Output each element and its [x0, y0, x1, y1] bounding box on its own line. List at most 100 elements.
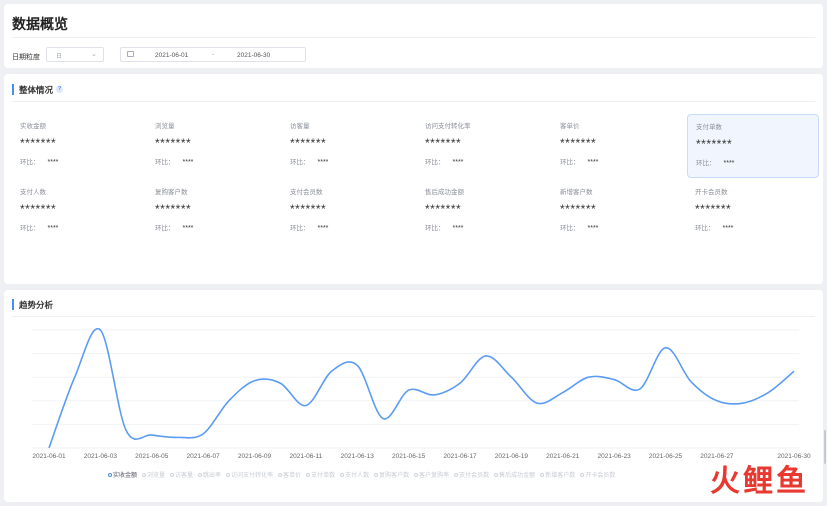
change-value: ****	[723, 160, 735, 167]
legend-item[interactable]: 实收金额	[108, 470, 137, 479]
metric-change: 环比： ****	[290, 222, 406, 232]
metric-change: 环比： ****	[425, 222, 541, 232]
legend-dot-icon	[374, 473, 379, 478]
change-value: ****	[47, 159, 59, 166]
metric-change: 环比： ****	[155, 222, 271, 232]
x-tick-label: 2021-06-09	[238, 453, 272, 460]
date-start[interactable]: 2021-06-01	[155, 52, 189, 59]
legend-item[interactable]: 支付单数	[306, 470, 335, 479]
legend-item[interactable]: 支付会员数	[454, 470, 489, 479]
legend-item[interactable]: 售后成功金额	[494, 470, 535, 479]
metric-tile[interactable]: 客单价 ******* 环比： ****	[552, 114, 684, 178]
metric-value: *******	[696, 137, 733, 151]
metric-tile[interactable]: 访问支付转化率 ******* 环比： ****	[417, 114, 549, 178]
metric-tile[interactable]: 浏览量 ******* 环比： ****	[147, 114, 279, 178]
section-accent-bar	[12, 299, 14, 310]
granularity-value: 日	[56, 54, 63, 60]
legend-dot-icon	[226, 473, 231, 478]
granularity-select[interactable]: 日 ⌄	[46, 47, 104, 62]
legend-label: 客户复购率	[419, 473, 450, 479]
legend-label: 跳出率	[203, 473, 222, 479]
date-separator: -	[212, 51, 215, 58]
legend-item[interactable]: 客单价	[278, 470, 301, 479]
metric-tile[interactable]: 支付单数 ******* 环比： ****	[687, 114, 819, 178]
x-tick-label: 2021-06-30	[777, 453, 811, 460]
legend-item[interactable]: 新增客户数	[540, 470, 575, 479]
metric-change: 环比： ****	[560, 156, 676, 166]
change-value: ****	[452, 159, 464, 166]
metric-value: *******	[20, 136, 57, 150]
legend-dot-icon	[142, 473, 147, 478]
help-icon[interactable]: ?	[56, 86, 63, 93]
legend-item[interactable]: 跳出率	[198, 470, 221, 479]
x-tick-label: 2021-06-27	[700, 453, 734, 460]
legend-dot-icon	[278, 473, 283, 478]
x-tick-label: 2021-06-23	[598, 453, 632, 460]
x-tick-label: 2021-06-07	[187, 453, 221, 460]
metric-value: *******	[560, 202, 597, 216]
legend-label: 新增客户数	[545, 473, 576, 479]
change-value: ****	[452, 225, 464, 232]
metric-tile[interactable]: 实收金额 ******* 环比： ****	[12, 114, 144, 178]
metric-value: *******	[20, 202, 57, 216]
metric-tile[interactable]: 新增客户数 ******* 环比： ****	[552, 180, 684, 244]
x-tick-label: 2021-06-05	[135, 453, 169, 460]
legend-label: 实收金额	[113, 473, 138, 479]
legend-label: 支付人数	[345, 473, 370, 479]
legend-item[interactable]: 支付人数	[340, 470, 369, 479]
change-value: ****	[47, 225, 59, 232]
x-tick-label: 2021-06-21	[546, 453, 580, 460]
date-range-picker[interactable]: 2021-06-01 - 2021-06-30	[120, 47, 306, 62]
metric-value: *******	[560, 136, 597, 150]
metric-tile[interactable]: 支付人数 ******* 环比： ****	[12, 180, 144, 244]
legend-label: 开卡会员数	[585, 473, 616, 479]
metric-tile[interactable]: 访客量 ******* 环比： ****	[282, 114, 414, 178]
metric-change: 环比： ****	[695, 222, 811, 232]
metric-label: 支付单数	[696, 124, 722, 131]
metric-change: 环比： ****	[20, 156, 136, 166]
metric-change: 环比： ****	[560, 222, 676, 232]
change-value: ****	[587, 159, 599, 166]
chart-legend: 实收金额 浏览量 访客量 跳出率 访问支付转化率 客单价 支付单数 支付人数 复购客户数 客户复购…	[108, 470, 620, 479]
x-tick-label: 2021-06-03	[84, 453, 118, 460]
metric-change: 环比： ****	[290, 156, 406, 166]
change-value: ****	[182, 225, 194, 232]
metric-tile[interactable]: 支付会员数 ******* 环比： ****	[282, 180, 414, 244]
legend-dot-icon	[454, 473, 459, 478]
metric-label: 新增客户数	[560, 189, 593, 196]
metric-change: 环比： ****	[696, 157, 810, 167]
metric-value: *******	[290, 202, 327, 216]
x-tick-label: 2021-06-13	[341, 453, 375, 460]
legend-item[interactable]: 客户复购率	[414, 470, 449, 479]
change-label: 环比：	[155, 225, 175, 232]
date-end[interactable]: 2021-06-30	[237, 52, 271, 59]
change-label: 环比：	[425, 225, 445, 232]
metric-change: 环比： ****	[155, 156, 271, 166]
metric-label: 客单价	[560, 123, 580, 130]
metric-value: *******	[425, 202, 462, 216]
metric-tile[interactable]: 复购客户数 ******* 环比： ****	[147, 180, 279, 244]
legend-item[interactable]: 浏览量	[142, 470, 165, 479]
metric-label: 支付会员数	[290, 189, 323, 196]
x-tick-label: 2021-06-11	[290, 453, 323, 460]
section-divider	[12, 101, 815, 102]
legend-item[interactable]: 访客量	[170, 470, 193, 479]
metric-tile[interactable]: 售后成功金额 ******* 环比： ****	[417, 180, 549, 244]
legend-item[interactable]: 复购客户数	[374, 470, 409, 479]
legend-item[interactable]: 开卡会员数	[580, 470, 615, 479]
legend-label: 支付会员数	[459, 473, 490, 479]
legend-label: 支付单数	[311, 473, 336, 479]
change-label: 环比：	[290, 159, 310, 166]
x-tick-label: 2021-06-15	[392, 453, 426, 460]
metric-value: *******	[155, 136, 192, 150]
metric-value: *******	[425, 136, 462, 150]
metric-tile[interactable]: 开卡会员数 ******* 环比： ****	[687, 180, 819, 244]
scrollbar-thumb[interactable]	[824, 430, 826, 464]
legend-dot-icon	[198, 473, 203, 478]
legend-item[interactable]: 访问支付转化率	[226, 470, 273, 479]
legend-dot-icon	[340, 473, 345, 478]
change-label: 环比：	[696, 160, 716, 167]
title-divider	[12, 37, 815, 38]
section-divider	[12, 316, 815, 317]
metric-label: 访问支付转化率	[425, 123, 471, 130]
